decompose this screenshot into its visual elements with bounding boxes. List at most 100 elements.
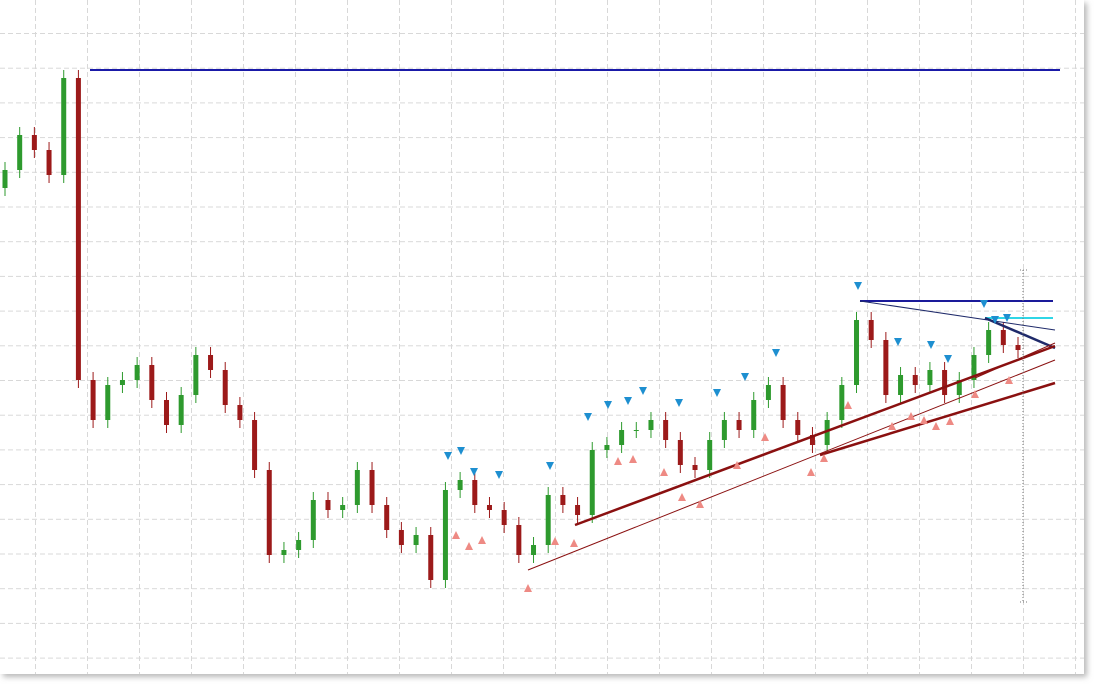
candle-body: [413, 535, 419, 545]
trend-lines: [90, 69, 1060, 603]
up-marker: [660, 468, 668, 476]
support-line: [574, 344, 1056, 527]
candle-body: [780, 385, 786, 420]
down-marker: [444, 452, 452, 460]
candle-body: [912, 375, 918, 385]
candle-body: [398, 530, 404, 545]
down-marker: [624, 397, 632, 405]
up-marker: [524, 584, 532, 592]
trend-line: [859, 300, 1056, 331]
candle-body: [149, 365, 155, 400]
candle-body: [340, 505, 346, 510]
down-marker: [772, 349, 780, 357]
candle-body: [677, 440, 683, 465]
candle-body: [575, 505, 581, 515]
candle-body: [648, 420, 654, 430]
candle-body: [428, 535, 434, 580]
candle-body: [296, 540, 302, 550]
candle-body: [163, 400, 169, 425]
up-marker: [761, 433, 769, 441]
candle-body: [252, 420, 258, 470]
candle-body: [442, 490, 448, 580]
up-marker: [888, 422, 896, 430]
candle-body: [457, 480, 463, 490]
candle-body: [90, 380, 96, 420]
fractal-markers: [444, 282, 1013, 592]
candle-body: [692, 465, 698, 470]
support-line: [819, 381, 1056, 457]
candle-body: [854, 320, 860, 385]
candle-body: [17, 135, 23, 170]
support-line: [527, 359, 1056, 571]
down-marker: [894, 338, 902, 346]
candle-body: [824, 420, 830, 445]
candle-body: [472, 480, 478, 505]
candle-body: [222, 370, 228, 405]
candle-body: [61, 78, 67, 175]
up-marker: [820, 454, 828, 462]
candle-body: [1000, 330, 1006, 345]
up-marker: [1005, 376, 1013, 384]
candle-body: [31, 135, 37, 150]
candle-body: [971, 355, 977, 380]
candle-body: [501, 510, 507, 525]
candle-body: [281, 550, 287, 555]
candle-body: [46, 150, 52, 175]
candle-body: [237, 405, 243, 420]
candle-body: [178, 395, 184, 425]
candle-body: [883, 340, 889, 395]
up-marker: [570, 539, 578, 547]
candle-body: [545, 495, 551, 545]
down-marker: [546, 462, 554, 470]
candle-body: [589, 450, 595, 515]
up-marker: [844, 401, 852, 409]
up-marker: [452, 531, 460, 539]
candle-body: [956, 380, 962, 395]
candle-body: [663, 420, 669, 440]
candle-body: [795, 420, 801, 435]
down-marker: [457, 447, 465, 455]
candle-body: [633, 430, 639, 431]
up-marker: [629, 455, 637, 463]
up-marker: [551, 537, 559, 545]
candle-body: [516, 525, 522, 555]
down-marker: [675, 399, 683, 407]
candle-body: [75, 78, 81, 380]
candle-body: [310, 500, 316, 540]
up-marker: [696, 500, 704, 508]
candle-body: [384, 505, 390, 530]
down-marker: [604, 401, 612, 409]
candles: [2, 70, 1021, 588]
down-marker: [1003, 314, 1011, 322]
up-marker: [614, 457, 622, 465]
down-marker: [495, 471, 503, 479]
down-marker: [639, 387, 647, 395]
candle-body: [208, 355, 214, 370]
candle-body: [2, 170, 8, 188]
down-marker: [854, 282, 862, 290]
candle-body: [736, 420, 742, 430]
down-marker: [927, 341, 935, 349]
candle-body: [942, 370, 948, 395]
candle-body: [765, 385, 771, 400]
down-marker: [944, 355, 952, 363]
candle-body: [560, 495, 566, 505]
candle-body: [119, 380, 125, 385]
up-marker: [946, 417, 954, 425]
up-marker: [733, 461, 741, 469]
candle-body: [531, 545, 537, 555]
candle-body: [266, 470, 272, 555]
down-marker: [991, 316, 999, 324]
down-marker: [584, 413, 592, 421]
candle-body: [604, 445, 610, 450]
down-marker: [980, 300, 988, 308]
grid-horizontal: [0, 0, 1084, 674]
up-marker: [920, 416, 928, 424]
candle-body: [619, 430, 625, 445]
candle-body: [193, 355, 199, 395]
down-marker: [713, 389, 721, 397]
candle-body: [986, 330, 992, 355]
down-marker: [470, 468, 478, 476]
